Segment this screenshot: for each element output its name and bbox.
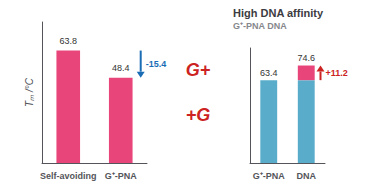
svg-text:G⁺-PNA: G⁺-PNA [253, 171, 286, 181]
svg-text:G⁺-PNA DNA: G⁺-PNA DNA [233, 21, 287, 31]
svg-text:Tₘ /°C: Tₘ /°C [24, 77, 35, 107]
svg-text:G⁺-PNA: G⁺-PNA [105, 171, 138, 181]
svg-text:74.6: 74.6 [297, 53, 315, 63]
svg-text:Self-avoiding: Self-avoiding [40, 171, 97, 181]
svg-text:DNA: DNA [297, 171, 317, 181]
svg-text:High DNA affinity: High DNA affinity [233, 7, 324, 19]
svg-text:48.4: 48.4 [112, 63, 130, 73]
svg-text:-15.4: -15.4 [146, 59, 167, 69]
svg-text:G+: G+ [186, 60, 211, 80]
svg-text:+G: +G [186, 105, 211, 125]
svg-text:+11.2: +11.2 [326, 68, 348, 78]
svg-text:63.4: 63.4 [260, 68, 278, 78]
svg-text:63.8: 63.8 [59, 36, 77, 46]
